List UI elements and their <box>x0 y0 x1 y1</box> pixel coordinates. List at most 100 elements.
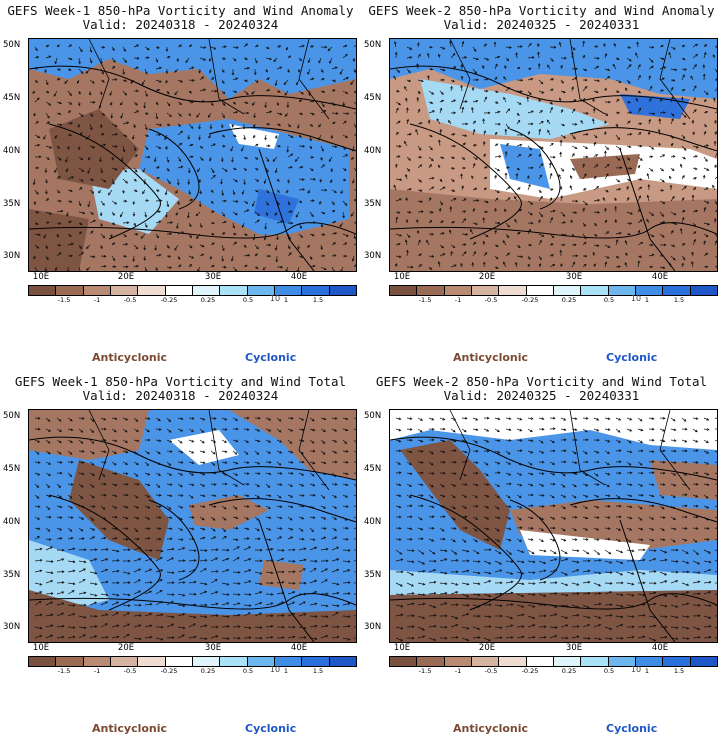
vorticity-map <box>28 409 357 643</box>
colorbar-swatch <box>553 286 582 295</box>
colorbar-tick-label: 1.5 <box>673 667 685 675</box>
colorbar-swatch <box>138 657 166 666</box>
latitude-label: 30N <box>3 622 21 632</box>
colorbar-tick-label: 0.25 <box>200 296 216 304</box>
colorbar-tick-label: -1 <box>93 667 101 675</box>
latitude-label: 50N <box>364 411 382 421</box>
colorbar-swatch <box>110 286 139 295</box>
latitude-label: 50N <box>3 411 21 421</box>
longitude-label: 10E <box>393 272 411 282</box>
longitude-label: 10E <box>32 272 50 282</box>
colorbar-swatch <box>663 657 691 666</box>
colorbar-swatch <box>56 286 84 295</box>
colorbar-scale-label: 10 <box>630 294 642 303</box>
colorbar-tick-label: -1 <box>454 667 462 675</box>
colorbar-swatch <box>417 286 445 295</box>
longitude-label: 10E <box>393 643 411 653</box>
colorbar-tick-label: -0.25 <box>521 296 539 304</box>
panel-title: GEFS Week-1 850-hPa Vorticity and Wind A… <box>7 3 354 18</box>
latitude-label: 45N <box>3 464 21 474</box>
colorbar-swatch <box>663 286 691 295</box>
colorbar-tick-label: 0.5 <box>603 667 615 675</box>
colorbar-swatch <box>83 657 111 666</box>
colorbar-swatch <box>192 657 221 666</box>
longitude-label: 30E <box>204 643 222 653</box>
colorbar <box>28 285 357 296</box>
longitude-label: 20E <box>117 272 135 282</box>
latitude-label: 35N <box>3 570 21 580</box>
colorbar-swatch <box>635 286 664 295</box>
vorticity-map <box>389 38 718 272</box>
longitude-label: 40E <box>290 272 308 282</box>
colorbar-tick-label: -1 <box>93 296 101 304</box>
colorbar-tick-label: -1.5 <box>57 296 71 304</box>
panel-valid-dates: Valid: 20240318 - 20240324 <box>82 388 279 403</box>
colorbar-swatch <box>110 657 139 666</box>
colorbar-tick-label: -0.25 <box>160 296 178 304</box>
colorbar-swatch <box>138 286 166 295</box>
colorbar-swatch <box>29 657 57 666</box>
colorbar-swatch <box>192 286 221 295</box>
colorbar-swatch <box>581 657 609 666</box>
colorbar-tick-label: 0.5 <box>242 667 254 675</box>
colorbar-tick-label: 1.5 <box>673 296 685 304</box>
colorbar-swatch <box>499 657 527 666</box>
colorbar-tick-label: 1 <box>644 296 650 304</box>
colorbar-tick-label: 1.5 <box>312 667 324 675</box>
anticyclonic-label: Anticyclonic <box>453 351 529 364</box>
colorbar-swatch <box>444 657 472 666</box>
latitude-label: 40N <box>3 517 21 527</box>
colorbar-swatch <box>390 286 418 295</box>
colorbar-swatch <box>690 286 717 295</box>
cyclonic-label: Cyclonic <box>245 722 297 735</box>
colorbar-swatch <box>499 286 527 295</box>
colorbar-tick-label: -0.5 <box>123 296 137 304</box>
colorbar-swatch <box>329 286 356 295</box>
latitude-label: 35N <box>364 199 382 209</box>
colorbar-tick-label: -0.5 <box>123 667 137 675</box>
colorbar-swatch <box>56 657 84 666</box>
latitude-label: 50N <box>3 40 21 50</box>
colorbar-swatch <box>471 657 500 666</box>
longitude-label: 40E <box>651 272 669 282</box>
colorbar-tick-label: 1 <box>283 667 289 675</box>
colorbar-scale-label: 10 <box>269 665 281 674</box>
latitude-label: 45N <box>364 464 382 474</box>
colorbar-tick-label: -0.25 <box>521 667 539 675</box>
colorbar-swatch <box>390 657 418 666</box>
latitude-label: 30N <box>364 622 382 632</box>
cyclonic-label: Cyclonic <box>606 722 658 735</box>
colorbar-swatch <box>526 657 554 666</box>
latitude-label: 40N <box>364 146 382 156</box>
colorbar-tick-label: -0.5 <box>484 667 498 675</box>
colorbar-swatch <box>635 657 664 666</box>
colorbar-swatch <box>444 286 472 295</box>
colorbar-swatch <box>329 657 356 666</box>
longitude-label: 20E <box>117 643 135 653</box>
colorbar-scale-label: 10 <box>630 665 642 674</box>
colorbar-tick-label: -1.5 <box>57 667 71 675</box>
colorbar-swatch <box>220 286 248 295</box>
colorbar <box>389 656 718 667</box>
latitude-label: 35N <box>364 570 382 580</box>
colorbar-tick-label: 0.25 <box>561 667 577 675</box>
colorbar-swatch <box>83 286 111 295</box>
colorbar-swatch <box>247 657 275 666</box>
anticyclonic-label: Anticyclonic <box>92 351 168 364</box>
anticyclonic-label: Anticyclonic <box>453 722 529 735</box>
longitude-label: 10E <box>32 643 50 653</box>
vorticity-map <box>28 38 357 272</box>
latitude-label: 45N <box>3 93 21 103</box>
colorbar-swatch <box>302 657 330 666</box>
colorbar-swatch <box>274 657 303 666</box>
colorbar-tick-label: -1.5 <box>418 667 432 675</box>
latitude-label: 30N <box>3 251 21 261</box>
colorbar-swatch <box>29 286 57 295</box>
colorbar-swatch <box>165 657 193 666</box>
panel-title: GEFS Week-2 850-hPa Vorticity and Wind T… <box>375 374 708 389</box>
panel-title: GEFS Week-2 850-hPa Vorticity and Wind A… <box>368 3 715 18</box>
colorbar-tick-label: -1 <box>454 296 462 304</box>
colorbar-swatch <box>608 286 636 295</box>
longitude-label: 40E <box>290 643 308 653</box>
colorbar-swatch <box>526 286 554 295</box>
